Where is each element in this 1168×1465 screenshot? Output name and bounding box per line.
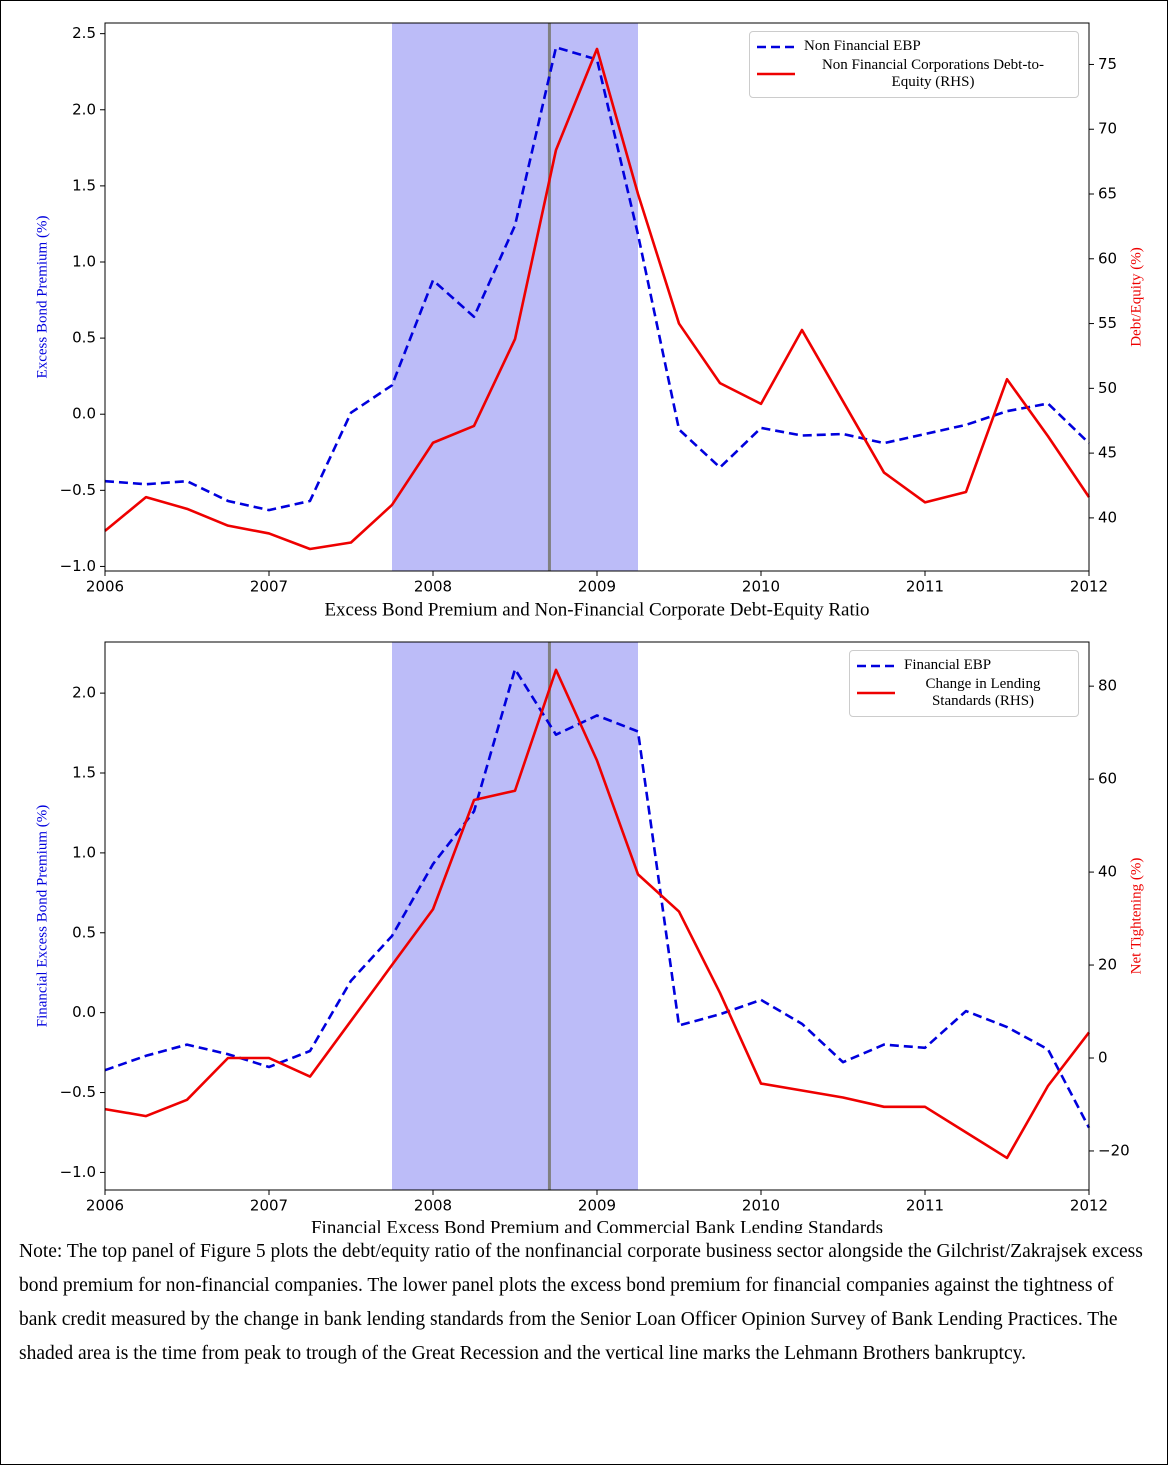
legend-entry: Financial EBP [856, 657, 1072, 674]
y-tick-label: 2.0 [72, 684, 96, 702]
y-tick-label: 2.0 [72, 100, 96, 118]
y2-tick-label: 40 [1098, 863, 1117, 881]
y-tick-label: 2.5 [72, 24, 96, 42]
legend-label: Non Financial Corporations Debt-to-Equit… [821, 57, 1045, 90]
legend-label: Non Financial EBP [804, 38, 921, 54]
charts: 2006 2007 2008 2009 2010 2011 2012 −1.0 −0.5 0.0 0… [34, 22, 1144, 1233]
recession-shade [392, 23, 638, 571]
legend-swatch [857, 664, 895, 667]
x-tick-label: 2011 [906, 1197, 944, 1215]
y2-tick-label: −20 [1098, 1141, 1130, 1159]
y-tick-label: 0.5 [72, 329, 96, 347]
x-tick-label: 2009 [578, 1197, 616, 1215]
x-tick-label: 2006 [86, 578, 124, 596]
x-tick-label: 2007 [250, 1197, 288, 1215]
y2-tick-label: 20 [1098, 956, 1117, 974]
legend-swatch [757, 72, 795, 76]
y-axis-label: Financial Excess Bond Premium (%) [34, 805, 50, 1027]
chart-title: Excess Bond Premium and Non-Financial Co… [324, 599, 869, 620]
legend-swatch [757, 45, 795, 48]
legend-label: Change in Lending Standards (RHS) [925, 676, 1041, 709]
y2-tick-label: 65 [1098, 185, 1117, 203]
series-line [104, 47, 1091, 551]
series-line [104, 668, 1091, 1160]
y-tick-label: −0.5 [60, 1083, 96, 1101]
y-tick-label: −1.0 [60, 1163, 96, 1181]
y-tick-label: 1.0 [72, 843, 96, 861]
x-tick-label: 2008 [414, 1197, 452, 1215]
chart-title: Financial Excess Bond Premium and Commer… [311, 1217, 883, 1233]
x-tick-label: 2007 [250, 578, 288, 596]
y-tick-label: 1.5 [72, 176, 96, 194]
y-tick-label: 1.5 [72, 764, 96, 782]
x-tick-label: 2012 [1070, 1197, 1108, 1215]
legend-swatch [857, 691, 895, 695]
x-tick-label: 2006 [86, 1197, 124, 1215]
y-tick-label: 0.5 [72, 923, 96, 941]
series-line [104, 667, 1091, 1129]
x-tick-label: 2012 [1070, 578, 1108, 596]
y2-tick-label: 60 [1098, 249, 1117, 267]
legend: Financial EBP Change in Lending Standards… [849, 650, 1079, 717]
x-tick-label: 2010 [742, 1197, 780, 1215]
y-tick-label: 0.0 [72, 1003, 96, 1021]
y2-tick-label: 0 [1098, 1048, 1108, 1066]
x-tick-label: 2009 [578, 578, 616, 596]
y2-tick-label: 75 [1098, 55, 1117, 73]
y-tick-label: 0.0 [72, 405, 96, 423]
x-tick-label: 2008 [414, 578, 452, 596]
y2-axis-label: Net Tightening (%) [1128, 858, 1144, 975]
x-tick-label: 2011 [906, 578, 944, 596]
series-line [104, 46, 1090, 512]
y2-tick-label: 70 [1098, 120, 1117, 138]
recession-shade [392, 642, 638, 1190]
y-tick-label: 1.0 [72, 252, 96, 270]
legend-entry: Non Financial EBP [756, 38, 1072, 55]
y2-tick-label: 45 [1098, 444, 1117, 462]
note: Note: The top panel of Figure 5 plots th… [19, 1241, 1143, 1364]
y2-axis-label: Debt/Equity (%) [1128, 247, 1144, 347]
legend-entry: Non Financial Corporations Debt-to-Equit… [756, 57, 1072, 91]
legend: Non Financial EBP Non Financial Corporati… [749, 31, 1079, 98]
legend-entry: Change in Lending Standards (RHS) [856, 676, 1072, 710]
legend-label: Financial EBP [904, 657, 992, 673]
y-tick-label: −1.0 [60, 557, 96, 575]
y2-tick-label: 80 [1098, 677, 1117, 695]
y-axis-label: Excess Bond Premium (%) [34, 216, 50, 379]
x-tick-label: 2010 [742, 578, 780, 596]
y2-tick-label: 40 [1098, 508, 1117, 526]
y2-tick-label: 55 [1098, 314, 1117, 332]
y-tick-label: −0.5 [60, 481, 96, 499]
y2-tick-label: 50 [1098, 379, 1117, 397]
y2-tick-label: 60 [1098, 770, 1117, 788]
